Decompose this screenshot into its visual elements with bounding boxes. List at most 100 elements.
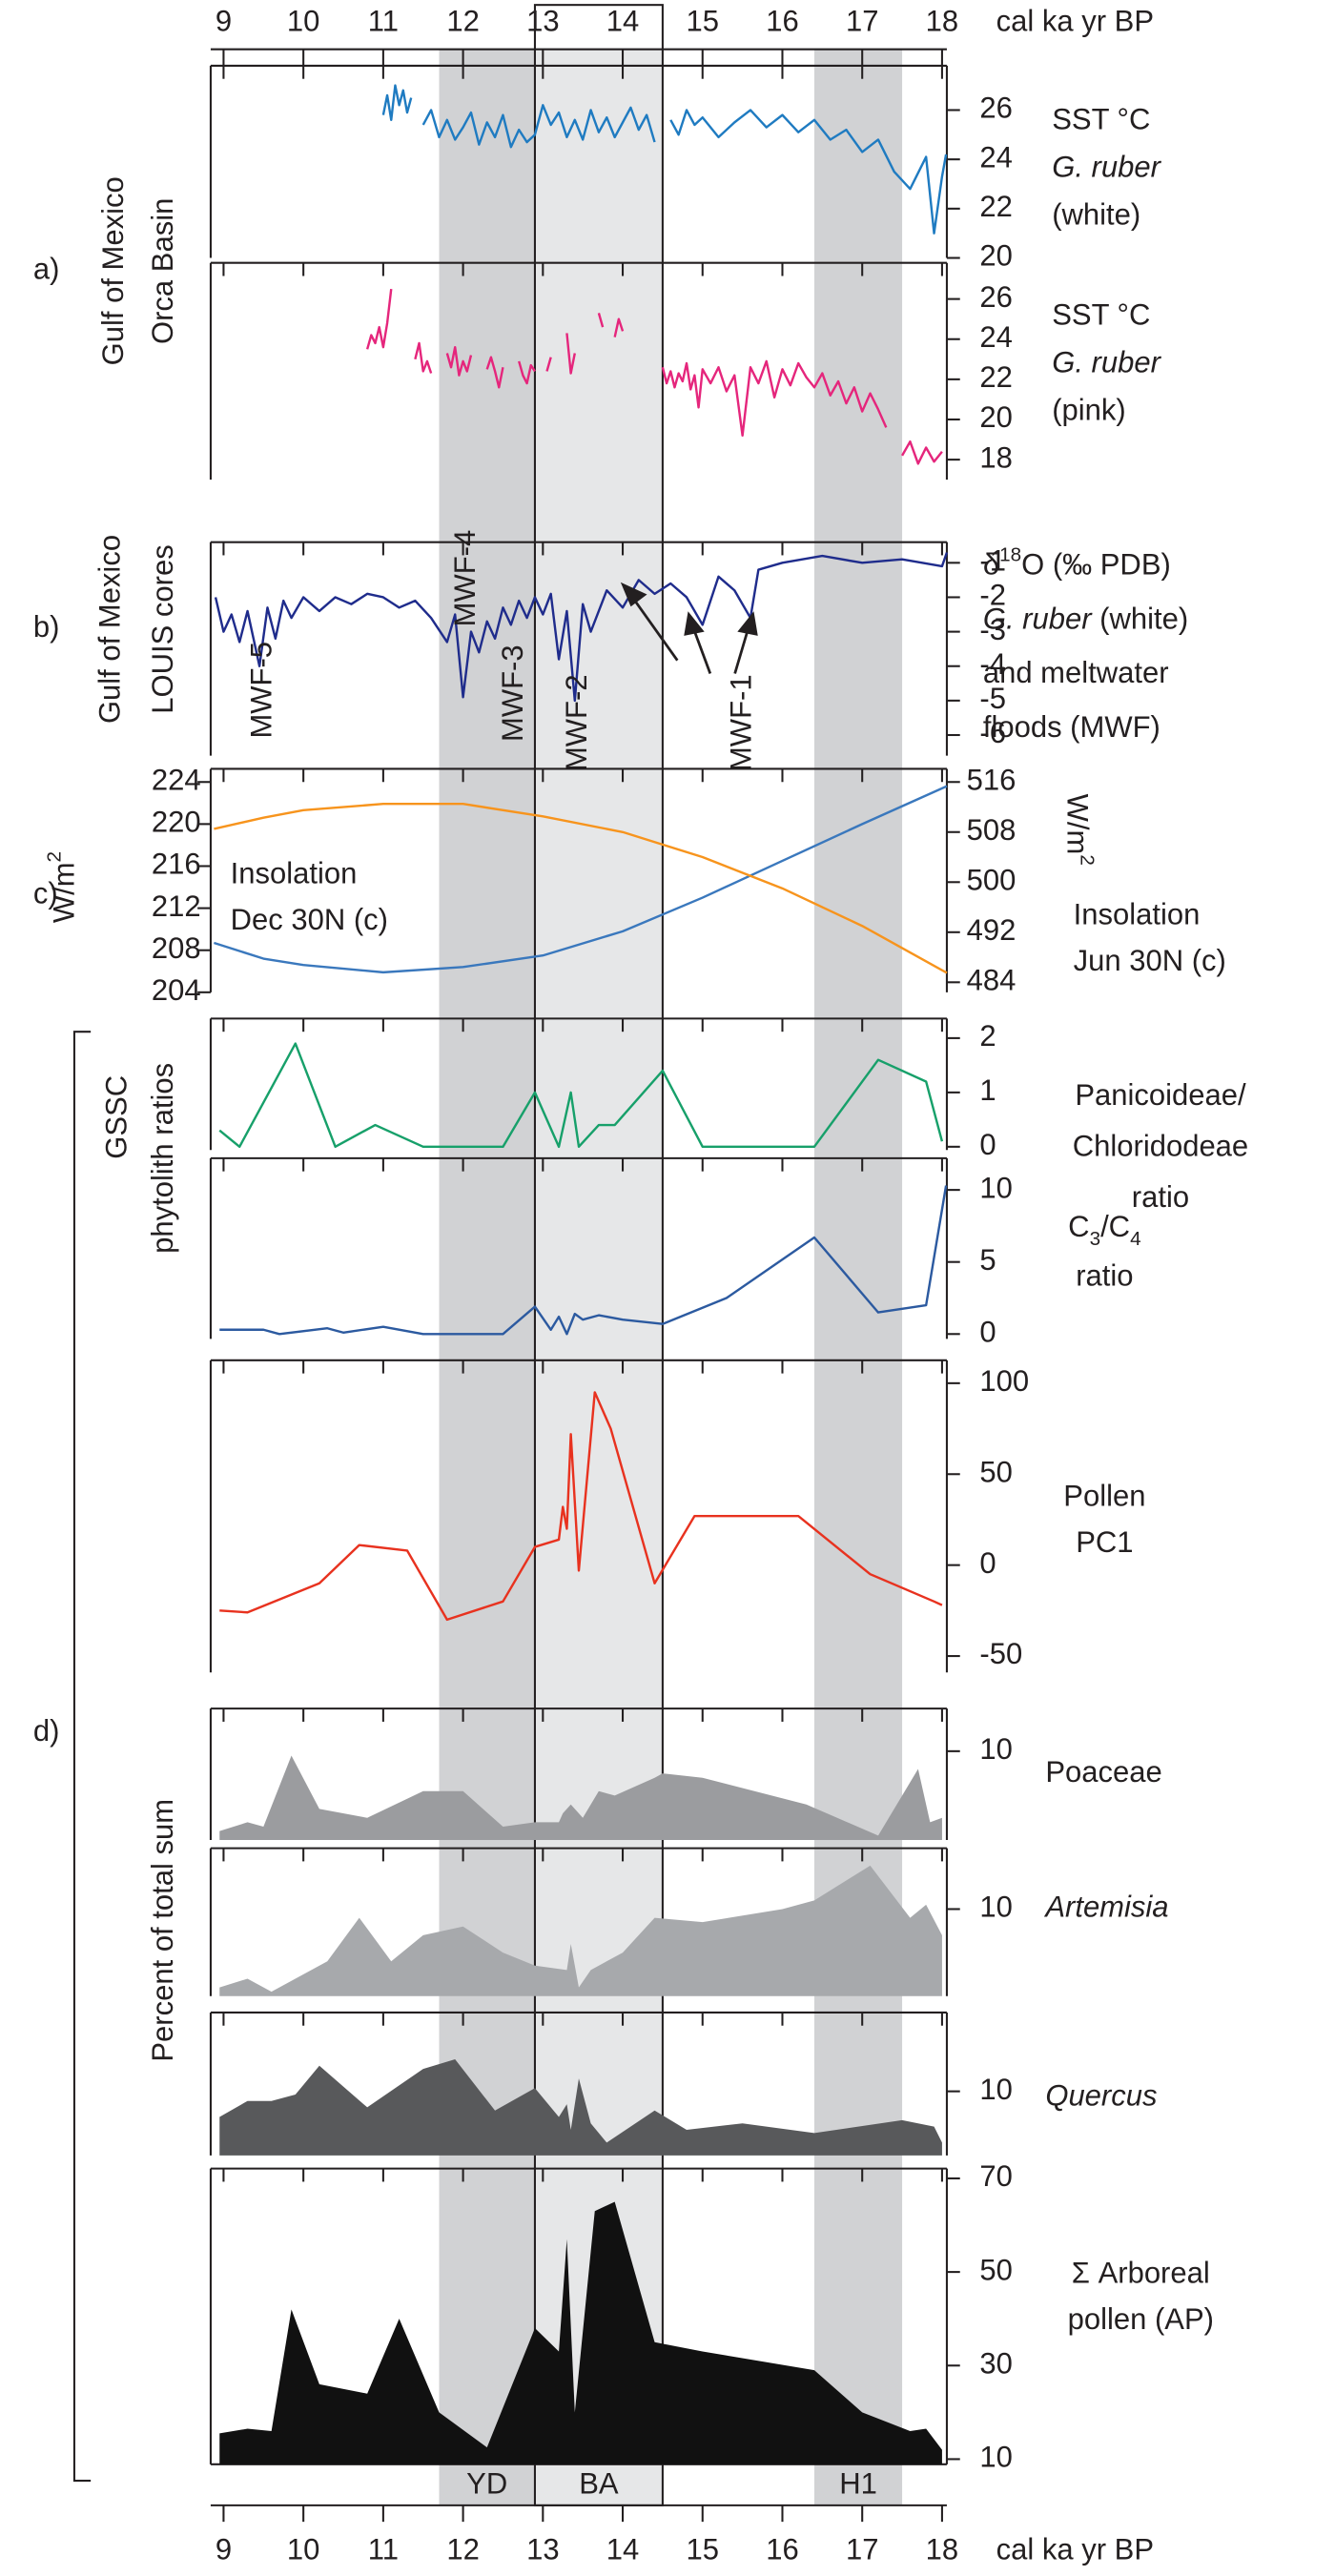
x-tick-label: 11 bbox=[368, 4, 399, 37]
y-tick-label: 10 bbox=[979, 1891, 1012, 1924]
panel-label: and meltwater bbox=[983, 656, 1169, 689]
panel-label: G. ruber (white) bbox=[983, 603, 1188, 636]
arrow bbox=[631, 597, 679, 662]
y-tick-label: 50 bbox=[979, 2253, 1012, 2286]
text-run: and meltwater bbox=[983, 656, 1169, 689]
y-tick-label: 0 bbox=[979, 1546, 996, 1580]
text-run: W/m bbox=[47, 862, 80, 923]
y-tick-label: 20 bbox=[979, 400, 1012, 434]
panel-label: SST °C bbox=[1052, 298, 1150, 332]
y-tick-label: 212 bbox=[152, 889, 201, 923]
panel-label: pollen (AP) bbox=[1068, 2302, 1214, 2336]
y-tick-label: 26 bbox=[979, 280, 1012, 314]
data-area bbox=[219, 1755, 942, 1840]
text-run: (white) bbox=[1092, 603, 1189, 636]
side-label: Percent of total sum bbox=[146, 1799, 179, 2062]
annotation: MWF-4 bbox=[448, 530, 482, 627]
x-tick-label: 17 bbox=[846, 4, 878, 37]
x-tick-label: 13 bbox=[526, 4, 559, 37]
data-line bbox=[214, 785, 948, 974]
series-label: Dec 30N (c) bbox=[231, 903, 388, 936]
x-tick-label: 9 bbox=[216, 2532, 232, 2566]
text-run: 4 bbox=[1130, 1228, 1141, 1250]
arrow-head bbox=[620, 582, 647, 607]
x-tick-label: 18 bbox=[926, 4, 958, 37]
x-tick-label: 17 bbox=[846, 2532, 878, 2566]
panel-label: ratio bbox=[1132, 1180, 1189, 1214]
x-tick-label: 10 bbox=[287, 4, 319, 37]
y-tick-label: 10 bbox=[979, 1171, 1012, 1204]
panel-label: PC1 bbox=[1076, 1525, 1133, 1559]
arrow-head bbox=[737, 611, 758, 636]
y-tick-label: 22 bbox=[979, 190, 1012, 223]
data-area bbox=[219, 2059, 942, 2156]
y2-tick-label: 492 bbox=[967, 913, 1017, 947]
text-run: ratio bbox=[1132, 1180, 1189, 1214]
y-tick-label: -4 bbox=[979, 647, 1006, 681]
text-run: G. ruber bbox=[1052, 151, 1161, 184]
panel-label: (pink) bbox=[1052, 394, 1126, 427]
band-label: BA bbox=[579, 2466, 619, 2500]
y-tick-label: -2 bbox=[979, 579, 1006, 612]
series-label: Insolation bbox=[231, 857, 358, 890]
panel-label: (white) bbox=[1052, 198, 1140, 232]
panel-label: Poaceae bbox=[1045, 1755, 1161, 1789]
x-tick-label: 18 bbox=[926, 2532, 958, 2566]
side-label: GSSC bbox=[100, 1075, 134, 1159]
side-label: d) bbox=[33, 1714, 60, 1748]
y-tick-label: -50 bbox=[979, 1637, 1022, 1670]
y-tick-label: 70 bbox=[979, 2159, 1012, 2193]
x-tick-label: 11 bbox=[368, 2532, 399, 2566]
y-tick-label: 0 bbox=[979, 1128, 996, 1161]
data-line bbox=[214, 803, 948, 974]
side-label: a) bbox=[33, 253, 60, 286]
y-tick-label: -3 bbox=[979, 613, 1006, 646]
y-tick-label: 24 bbox=[979, 320, 1012, 354]
panel-label: C3/C4 bbox=[1068, 1210, 1140, 1250]
text-run: Σ Arboreal bbox=[1072, 2257, 1210, 2290]
text-run: floods (MWF) bbox=[983, 710, 1160, 744]
y-tick-label: 18 bbox=[979, 440, 1012, 474]
y-tick-label: 5 bbox=[979, 1243, 996, 1277]
panel-label: G. ruber bbox=[1052, 346, 1161, 379]
text-run: (white) bbox=[1052, 198, 1140, 232]
x-tick-label: 12 bbox=[446, 2532, 479, 2566]
y-tick-label: 208 bbox=[152, 931, 201, 965]
y-tick-label: 204 bbox=[152, 973, 201, 1007]
text-run: δ bbox=[983, 548, 999, 582]
annotation: MWF-1 bbox=[724, 674, 757, 771]
side-label: b) bbox=[33, 610, 60, 644]
y-tick-label: 26 bbox=[979, 92, 1012, 125]
bands bbox=[439, 49, 903, 2505]
y-tick-label: 10 bbox=[979, 2073, 1012, 2106]
y-tick-label: 0 bbox=[979, 1315, 996, 1348]
text-run: (pink) bbox=[1052, 394, 1126, 427]
y-tick-label: -5 bbox=[979, 682, 1006, 715]
y-tick-label: 20 bbox=[979, 239, 1012, 273]
text-run: 2 bbox=[1076, 854, 1098, 866]
side-label: Gulf of Mexico bbox=[93, 535, 127, 724]
text-run: pollen (AP) bbox=[1068, 2302, 1214, 2336]
y-tick-label: 30 bbox=[979, 2346, 1012, 2380]
arrow bbox=[692, 628, 712, 674]
y-tick-label: 22 bbox=[979, 360, 1012, 394]
panel-label: Pollen bbox=[1063, 1480, 1145, 1513]
panel-label: Σ Arboreal bbox=[1072, 2257, 1210, 2290]
data-line bbox=[365, 288, 943, 465]
y-tick-label: 1 bbox=[979, 1073, 996, 1107]
y-axis-title: W/m2 bbox=[43, 851, 80, 923]
annotation: MWF-3 bbox=[496, 644, 529, 742]
data-area bbox=[219, 1865, 942, 1996]
x-tick-label: 15 bbox=[687, 2532, 719, 2566]
panel-label: Chloridodeae bbox=[1073, 1130, 1248, 1163]
series-label: Jun 30N (c) bbox=[1074, 944, 1226, 977]
text-run: C bbox=[1068, 1210, 1089, 1243]
side-label: Orca Basin bbox=[146, 198, 179, 344]
text-run: 3 bbox=[1090, 1228, 1101, 1250]
text-run: Pollen bbox=[1063, 1480, 1145, 1513]
data-line bbox=[219, 1391, 943, 1622]
y2-axis-title: W/m2 bbox=[1060, 794, 1098, 866]
y-tick-label: -6 bbox=[979, 716, 1006, 749]
panel-label: Artemisia bbox=[1043, 1891, 1168, 1924]
